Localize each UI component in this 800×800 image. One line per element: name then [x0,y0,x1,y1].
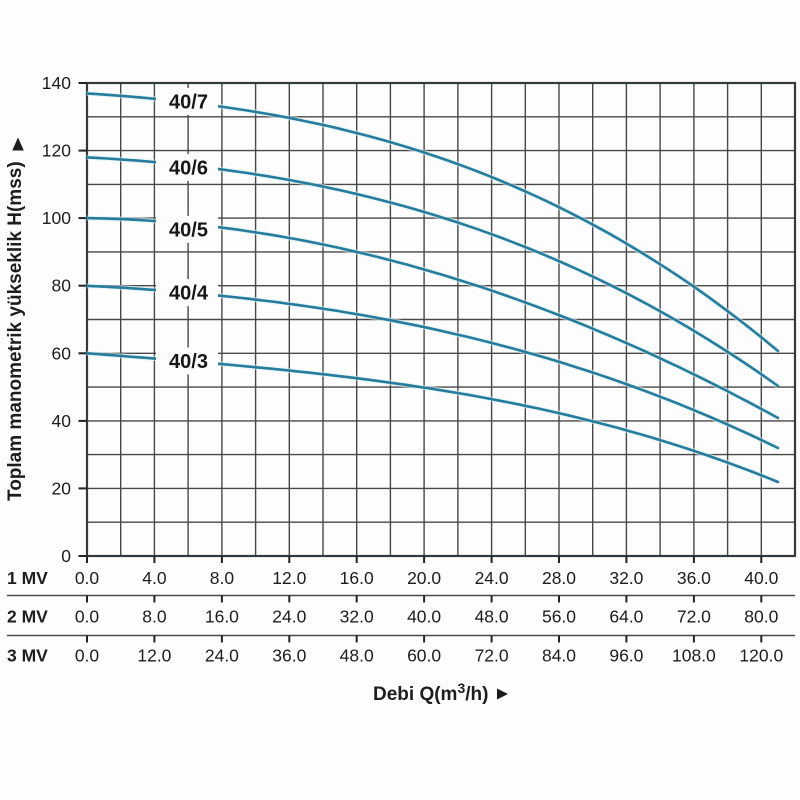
svg-text:40/4: 40/4 [169,283,209,305]
svg-text:40/6: 40/6 [169,158,208,180]
svg-text:2 MV: 2 MV [7,607,48,627]
svg-text:Toplam manometrik yükseklik H(: Toplam manometrik yükseklik H(mss) [5,161,26,501]
svg-text:56.0: 56.0 [542,607,576,627]
svg-text:80.0: 80.0 [744,607,778,627]
svg-text:16.0: 16.0 [340,568,374,588]
svg-text:32.0: 32.0 [340,607,374,627]
svg-text:12.0: 12.0 [137,646,171,666]
svg-text:20: 20 [52,478,72,498]
svg-text:32.0: 32.0 [609,568,643,588]
svg-text:0: 0 [61,546,71,566]
svg-text:20.0: 20.0 [407,568,441,588]
svg-text:60.0: 60.0 [407,646,441,666]
svg-text:48.0: 48.0 [475,607,509,627]
svg-text:60: 60 [52,343,72,363]
svg-text:40.0: 40.0 [407,607,441,627]
svg-text:96.0: 96.0 [609,646,643,666]
svg-text:120.0: 120.0 [739,646,783,666]
svg-text:40/3: 40/3 [169,351,208,373]
svg-text:24.0: 24.0 [475,568,509,588]
svg-text:1 MV: 1 MV [7,568,48,588]
svg-text:28.0: 28.0 [542,568,576,588]
svg-text:0.0: 0.0 [75,646,100,666]
svg-text:72.0: 72.0 [475,646,509,666]
svg-text:8.0: 8.0 [210,568,235,588]
svg-text:72.0: 72.0 [677,607,711,627]
svg-text:40/5: 40/5 [169,219,208,241]
svg-text:120: 120 [42,141,71,161]
svg-text:40/7: 40/7 [169,92,208,114]
svg-text:0.0: 0.0 [75,568,100,588]
svg-text:100: 100 [42,208,71,228]
svg-text:48.0: 48.0 [340,646,374,666]
svg-text:40: 40 [52,411,72,431]
svg-text:3 MV: 3 MV [7,646,48,666]
svg-text:24.0: 24.0 [272,607,306,627]
svg-text:64.0: 64.0 [609,607,643,627]
svg-text:16.0: 16.0 [205,607,239,627]
svg-text:0.0: 0.0 [75,607,100,627]
svg-text:140: 140 [42,73,71,93]
svg-text:12.0: 12.0 [272,568,306,588]
svg-text:36.0: 36.0 [272,646,306,666]
svg-text:108.0: 108.0 [672,646,716,666]
svg-text:4.0: 4.0 [142,568,167,588]
svg-text:40.0: 40.0 [744,568,778,588]
svg-text:24.0: 24.0 [205,646,239,666]
svg-text:Debi Q(m3/h): Debi Q(m3/h) [373,680,488,705]
svg-text:36.0: 36.0 [677,568,711,588]
svg-text:8.0: 8.0 [142,607,167,627]
svg-text:80: 80 [52,276,72,296]
svg-text:84.0: 84.0 [542,646,576,666]
